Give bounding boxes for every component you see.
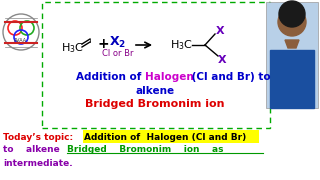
Text: Cl or Br: Cl or Br [102,48,134,57]
Text: X: X [216,26,224,36]
Polygon shape [285,40,299,48]
Text: +: + [97,37,109,51]
Text: Addition of: Addition of [76,72,145,82]
Text: $\mathregular{H_3C}$: $\mathregular{H_3C}$ [170,38,192,52]
Text: Today’s topic:: Today’s topic: [3,132,76,141]
Circle shape [278,8,306,36]
Text: Addition of  Halogen (Cl and Br): Addition of Halogen (Cl and Br) [84,132,246,141]
Text: X: X [218,55,226,65]
Text: $\mathregular{X_2}$: $\mathregular{X_2}$ [109,34,127,50]
Text: Bridged Bromonim ion: Bridged Bromonim ion [85,99,225,109]
Text: intermediate.: intermediate. [3,159,73,168]
Polygon shape [270,50,314,108]
FancyBboxPatch shape [266,2,318,108]
Text: (Cl and Br) to: (Cl and Br) to [188,72,271,82]
Text: to    alkene: to alkene [3,145,66,154]
Circle shape [279,1,305,27]
Text: alkene: alkene [135,86,175,96]
FancyBboxPatch shape [42,2,270,128]
Text: AVAA: AVAA [14,37,28,42]
Text: Halogen: Halogen [145,72,194,82]
Text: Bridged    Bromonim    ion    as: Bridged Bromonim ion as [67,145,223,154]
Text: $\mathregular{H_3C}$: $\mathregular{H_3C}$ [60,41,84,55]
FancyBboxPatch shape [83,130,259,143]
